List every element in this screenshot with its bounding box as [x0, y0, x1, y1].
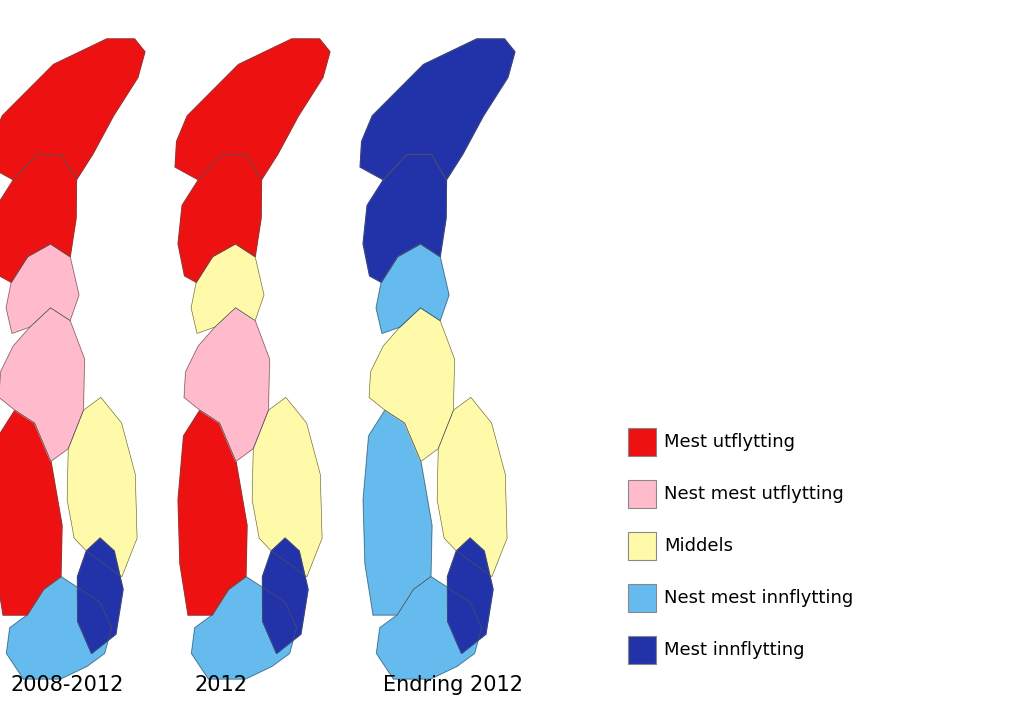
Text: Mest innflytting: Mest innflytting: [664, 641, 805, 659]
Polygon shape: [262, 538, 308, 654]
Polygon shape: [78, 538, 123, 654]
Bar: [628, 532, 656, 560]
Text: Nest mest innflytting: Nest mest innflytting: [664, 589, 853, 607]
Polygon shape: [0, 154, 77, 282]
Bar: [628, 584, 656, 612]
Bar: [628, 428, 656, 456]
Text: Endring 2012: Endring 2012: [383, 675, 523, 695]
Bar: [628, 636, 656, 664]
Polygon shape: [447, 538, 493, 654]
Polygon shape: [191, 244, 264, 333]
Polygon shape: [0, 308, 85, 462]
Bar: [628, 480, 656, 508]
Polygon shape: [364, 154, 446, 282]
Polygon shape: [175, 39, 330, 180]
Polygon shape: [377, 576, 481, 679]
Polygon shape: [364, 411, 432, 615]
Text: Mest utflytting: Mest utflytting: [664, 433, 795, 451]
Polygon shape: [252, 398, 323, 576]
Polygon shape: [6, 576, 112, 679]
Polygon shape: [178, 411, 247, 615]
Polygon shape: [178, 154, 261, 282]
Text: 2008-2012: 2008-2012: [10, 675, 123, 695]
Polygon shape: [68, 398, 137, 576]
Polygon shape: [437, 398, 507, 576]
Polygon shape: [369, 308, 455, 462]
Polygon shape: [0, 39, 144, 180]
Text: Nest mest utflytting: Nest mest utflytting: [664, 485, 844, 503]
Text: Middels: Middels: [664, 537, 733, 555]
Polygon shape: [191, 576, 297, 679]
Polygon shape: [360, 39, 515, 180]
Text: 2012: 2012: [195, 675, 248, 695]
Polygon shape: [184, 308, 269, 462]
Polygon shape: [6, 244, 79, 333]
Polygon shape: [376, 244, 449, 333]
Polygon shape: [0, 411, 62, 615]
